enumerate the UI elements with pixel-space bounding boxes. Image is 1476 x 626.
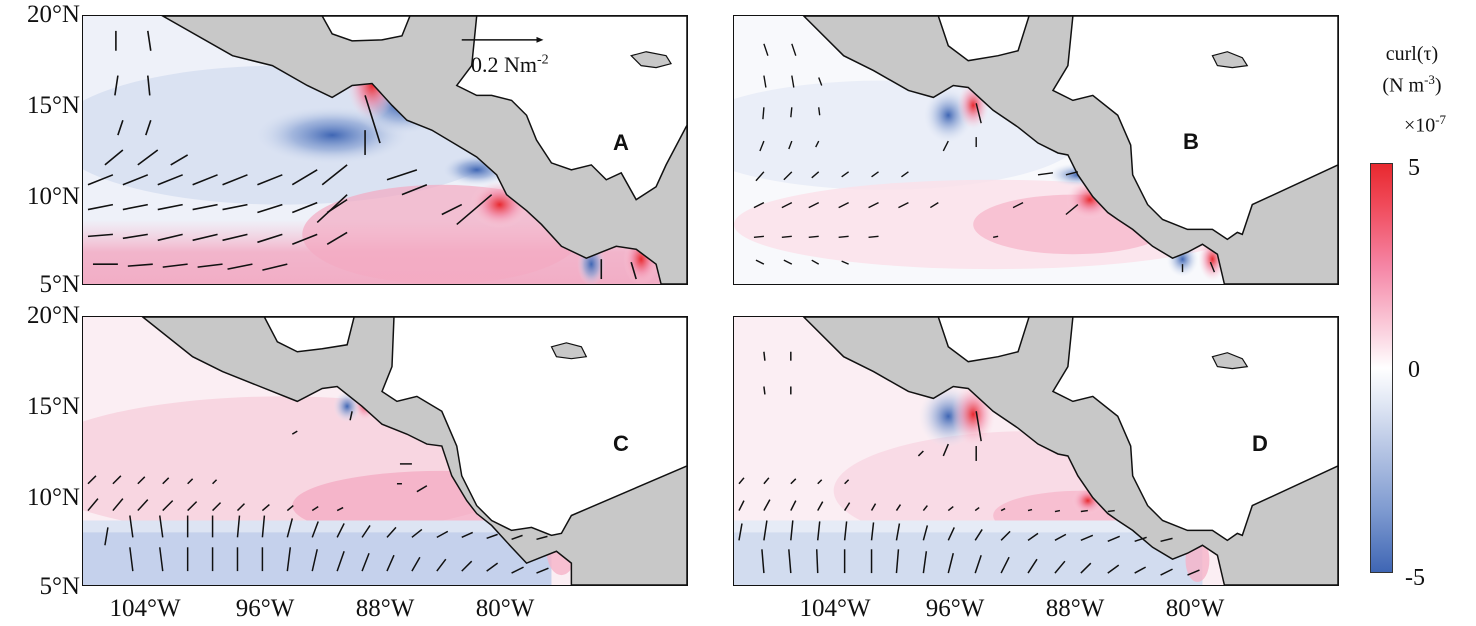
y-tick-20n-bottom: 20°N xyxy=(26,302,80,329)
colorbar xyxy=(1370,163,1393,573)
x-tick-104w-left: 104°W xyxy=(109,595,181,622)
y-tick-20n-top: 20°N xyxy=(26,1,80,28)
colorbar-title-line2: (N m-3) xyxy=(1352,72,1472,99)
colorbar-tick-min: -5 xyxy=(1405,565,1425,591)
colorbar-multiplier: ×10-7 xyxy=(1370,112,1476,139)
colorbar-multiplier-exp: -7 xyxy=(1435,112,1447,127)
scale-arrow-label: 0.2 Nm-2 xyxy=(471,52,549,78)
x-tick-88w-left: 88°W xyxy=(355,595,415,622)
y-tick-5n-top: 5°N xyxy=(39,271,80,298)
curl-map-c xyxy=(83,317,687,585)
colorbar-title-line1: curl(τ) xyxy=(1385,43,1439,65)
panel-b: B xyxy=(733,15,1339,285)
panel-c: C xyxy=(82,316,688,586)
y-tick-10n-bottom: 10°N xyxy=(26,484,80,511)
panel-label-c: C xyxy=(613,431,629,456)
y-tick-15n-top: 15°N xyxy=(26,92,80,119)
panel-label-b-visible: B xyxy=(1183,129,1199,154)
scale-arrow xyxy=(461,36,544,43)
panel-label-d: D xyxy=(1252,431,1268,456)
x-tick-104w-right: 104°W xyxy=(799,595,871,622)
panel-d: D xyxy=(733,316,1339,586)
colorbar-unit-text: (N m xyxy=(1382,74,1425,97)
wind-vectors-c xyxy=(87,411,549,574)
colorbar-multiplier-text: ×10 xyxy=(1403,114,1436,137)
wind-vectors-d xyxy=(738,351,1200,576)
panel-a: 0.2 Nm-2 A xyxy=(82,15,688,285)
x-tick-96w-right: 96°W xyxy=(925,595,985,622)
curl-map-a xyxy=(83,16,687,284)
curl-map-b xyxy=(734,16,1338,284)
scale-label-text: 0.2 Nm xyxy=(471,52,537,77)
colorbar-tick-mid: 0 xyxy=(1408,357,1420,383)
colorbar-unit-close: ) xyxy=(1434,74,1442,97)
x-tick-96w-left: 96°W xyxy=(235,595,295,622)
colorbar-tick-max: 5 xyxy=(1408,155,1420,181)
wind-vectors-b xyxy=(753,43,1216,273)
y-tick-15n-bottom: 15°N xyxy=(26,393,80,420)
y-tick-5n-bottom: 5°N xyxy=(39,573,80,600)
wind-vectors-a xyxy=(87,30,637,280)
curl-map-d xyxy=(734,317,1338,585)
panel-label-a: A xyxy=(613,130,629,155)
scale-label-exp: -2 xyxy=(537,52,549,68)
x-tick-80w-left: 80°W xyxy=(475,595,535,622)
x-tick-88w-right: 88°W xyxy=(1045,595,1105,622)
y-tick-10n-top: 10°N xyxy=(26,183,80,210)
x-tick-80w-right: 80°W xyxy=(1165,595,1225,622)
colorbar-unit-exp: -3 xyxy=(1424,72,1435,87)
